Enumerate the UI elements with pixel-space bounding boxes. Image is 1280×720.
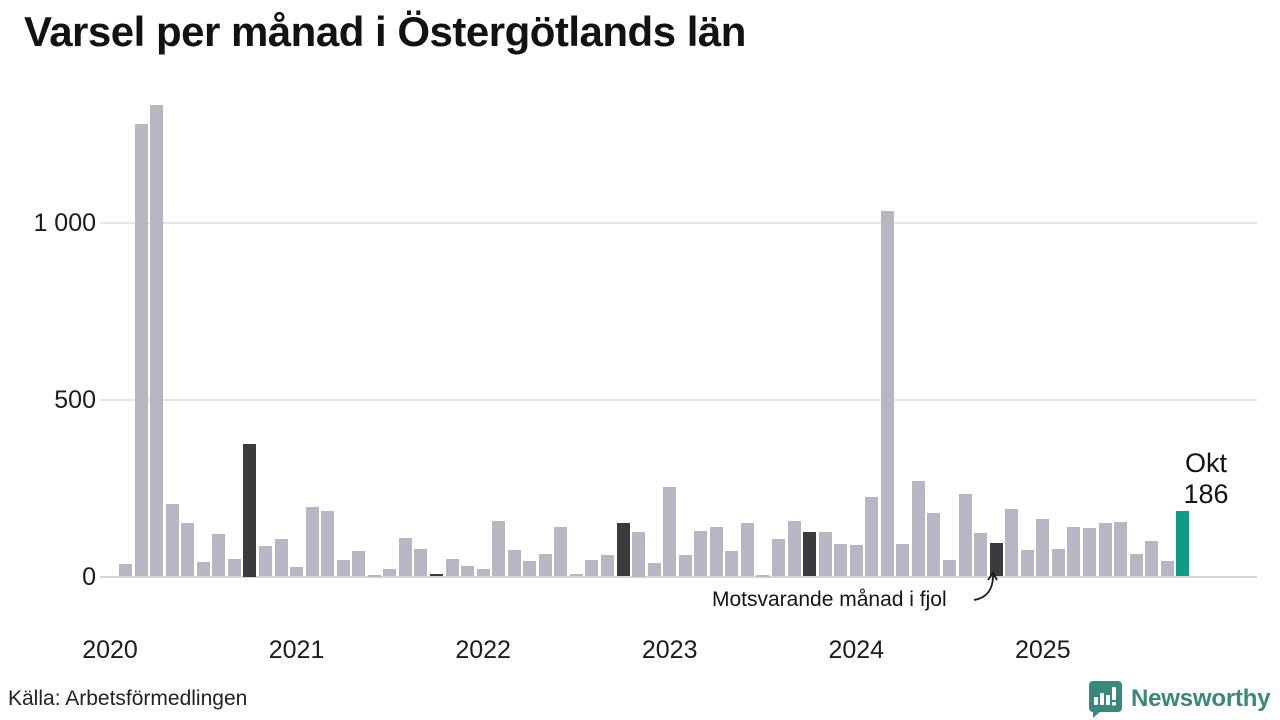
bar-jun-2020 <box>181 523 195 577</box>
bar-feb-2021 <box>305 507 319 577</box>
x-axis-year-label: 2022 <box>455 636 511 664</box>
bar-jun-2022 <box>554 526 568 577</box>
bar-apr-2025 <box>1082 527 1096 577</box>
bar-jun-2025 <box>1114 521 1128 577</box>
bar-okt-2024 <box>989 542 1003 577</box>
bar-jan-2025 <box>1036 518 1050 577</box>
bar-jan-2022 <box>476 569 490 577</box>
bar-mar-2024 <box>880 210 894 577</box>
bar-jan-2024 <box>849 545 863 577</box>
bar-jul-2025 <box>1129 553 1143 577</box>
bar-mar-2023 <box>694 531 708 577</box>
bar-jun-2023 <box>740 523 754 577</box>
bar-jan-2023 <box>663 487 677 577</box>
bar-okt-2020 <box>243 443 257 577</box>
bar-dec-2022 <box>647 562 661 577</box>
bar-nov-2020 <box>258 546 272 577</box>
bar-nov-2023 <box>818 531 832 577</box>
bar-sep-2022 <box>601 554 614 577</box>
bar-mar-2020 <box>134 124 148 577</box>
bar-sep-2021 <box>414 548 428 577</box>
bar-nov-2022 <box>632 532 646 577</box>
bar-mar-2022 <box>507 549 521 577</box>
bar-nov-2024 <box>1005 508 1019 577</box>
bar-feb-2023 <box>678 555 692 577</box>
bar-dec-2023 <box>834 543 848 577</box>
bar-apr-2022 <box>523 560 537 577</box>
bar-okt-2021 <box>429 574 443 577</box>
bar-aug-2022 <box>585 560 599 577</box>
gridline-0 <box>100 575 1257 578</box>
y-axis-tick-label: 500 <box>54 385 96 414</box>
bar-feb-2025 <box>1051 548 1065 577</box>
bar-aug-2020 <box>212 534 226 577</box>
bar-aug-2024 <box>958 493 972 577</box>
bar-dec-2024 <box>1020 549 1034 577</box>
newsworthy-logo: Newsworthy <box>1086 680 1271 718</box>
bar-okt-2022 <box>616 523 630 577</box>
bar-apr-2024 <box>896 544 910 577</box>
bar-mar-2021 <box>321 511 335 577</box>
bar-jul-2021 <box>383 569 397 577</box>
bar-jul-2020 <box>196 561 210 577</box>
bar-maj-2022 <box>538 553 552 577</box>
bar-mar-2025 <box>1067 527 1081 577</box>
bar-apr-2023 <box>709 527 723 577</box>
bar-dec-2021 <box>461 565 475 577</box>
gridline-500 <box>100 398 1257 401</box>
source-label: Källa: Arbetsförmedlingen <box>8 687 248 710</box>
bar-jun-2021 <box>367 574 381 577</box>
bar-nov-2021 <box>445 558 459 577</box>
bar-jul-2022 <box>569 573 583 577</box>
bar-aug-2025 <box>1145 541 1159 577</box>
bar-sep-2020 <box>227 558 241 577</box>
x-axis-year-label: 2025 <box>1015 636 1071 664</box>
x-axis-year-label: 2024 <box>828 636 885 664</box>
gridline-1000 <box>100 222 1257 224</box>
bar-maj-2023 <box>725 551 739 577</box>
current-month-label: Okt 186 <box>1158 448 1254 510</box>
newsworthy-logo-icon <box>1089 681 1122 718</box>
annotation-label: Motsvarande månad i fjol <box>712 588 947 611</box>
bar-maj-2024 <box>911 481 925 577</box>
bar-okt-2023 <box>803 531 817 577</box>
bar-feb-2020 <box>119 564 133 577</box>
bar-jul-2024 <box>943 560 957 577</box>
y-axis-tick-label: 0 <box>82 562 96 591</box>
bar-jan-2021 <box>290 566 304 577</box>
current-month-name: Okt <box>1184 448 1227 478</box>
bar-jun-2024 <box>927 513 941 577</box>
bar-dec-2020 <box>274 539 288 577</box>
bar-apr-2020 <box>150 104 164 577</box>
annotation-arrow-icon <box>973 571 998 601</box>
bar-maj-2021 <box>352 550 366 577</box>
bar-sep-2025 <box>1160 560 1174 577</box>
bar-okt-2025 <box>1176 510 1190 577</box>
bar-feb-2022 <box>492 521 506 577</box>
bar-maj-2020 <box>165 504 179 577</box>
bar-sep-2024 <box>974 533 988 577</box>
newsworthy-logo-text: Newsworthy <box>1131 685 1271 712</box>
chart-title: Varsel per månad i Östergötlands län <box>24 8 746 55</box>
bar-aug-2023 <box>772 539 786 577</box>
bar-maj-2025 <box>1098 523 1112 577</box>
x-axis-year-label: 2020 <box>82 636 138 664</box>
x-axis-year-label: 2023 <box>641 636 698 664</box>
bar-aug-2021 <box>398 537 412 577</box>
bar-jul-2023 <box>756 574 770 577</box>
x-axis-year-label: 2021 <box>268 636 325 664</box>
bar-sep-2023 <box>787 520 801 577</box>
bar-feb-2024 <box>865 496 879 577</box>
y-axis-tick-label: 1 000 <box>33 209 96 237</box>
current-month-value: 186 <box>1183 479 1229 509</box>
bar-apr-2021 <box>336 559 350 577</box>
